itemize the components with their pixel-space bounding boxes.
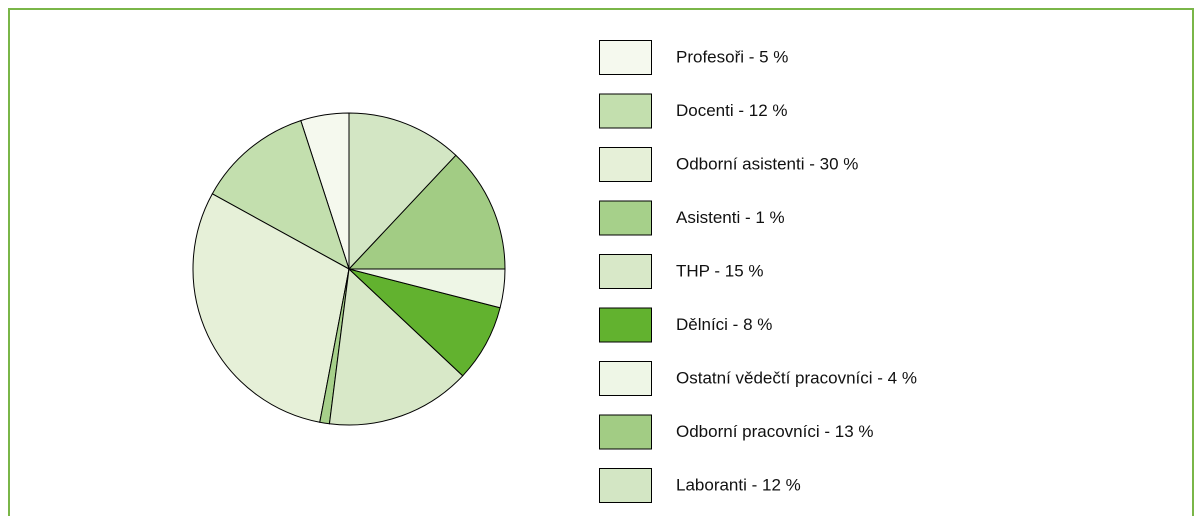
legend-swatch: [599, 200, 652, 236]
legend-label: Dělníci - 8 %: [676, 315, 772, 334]
legend-label: Asistenti - 1 %: [676, 208, 785, 227]
legend-label: Odborní pracovníci - 13 %: [676, 422, 873, 441]
legend-label: Docenti - 12 %: [676, 101, 788, 120]
pie-slice: [192, 193, 350, 423]
frame: [8, 8, 1194, 516]
pie-slice: [347, 154, 506, 270]
legend-label: Ostatní vědečtí pracovníci - 4 %: [676, 368, 917, 387]
legend-swatch: [599, 414, 652, 450]
legend-label: Odborní asistenti - 30 %: [676, 154, 858, 173]
pie-slice: [328, 267, 464, 426]
legend-label: Laboranti - 12 %: [676, 475, 801, 494]
pie-slice: [211, 120, 350, 271]
legend-label: Profesoři - 5 %: [676, 47, 788, 66]
legend-label: THP - 15 %: [676, 261, 764, 280]
legend-swatch: [599, 361, 652, 396]
legend-swatch: [599, 93, 652, 129]
legend-swatch: [599, 307, 652, 343]
legend-swatch: [599, 468, 652, 503]
legend-swatch: [599, 147, 652, 182]
pie-slice: [348, 112, 457, 271]
legend-swatch: [599, 254, 652, 289]
legend-swatch: [599, 40, 652, 75]
